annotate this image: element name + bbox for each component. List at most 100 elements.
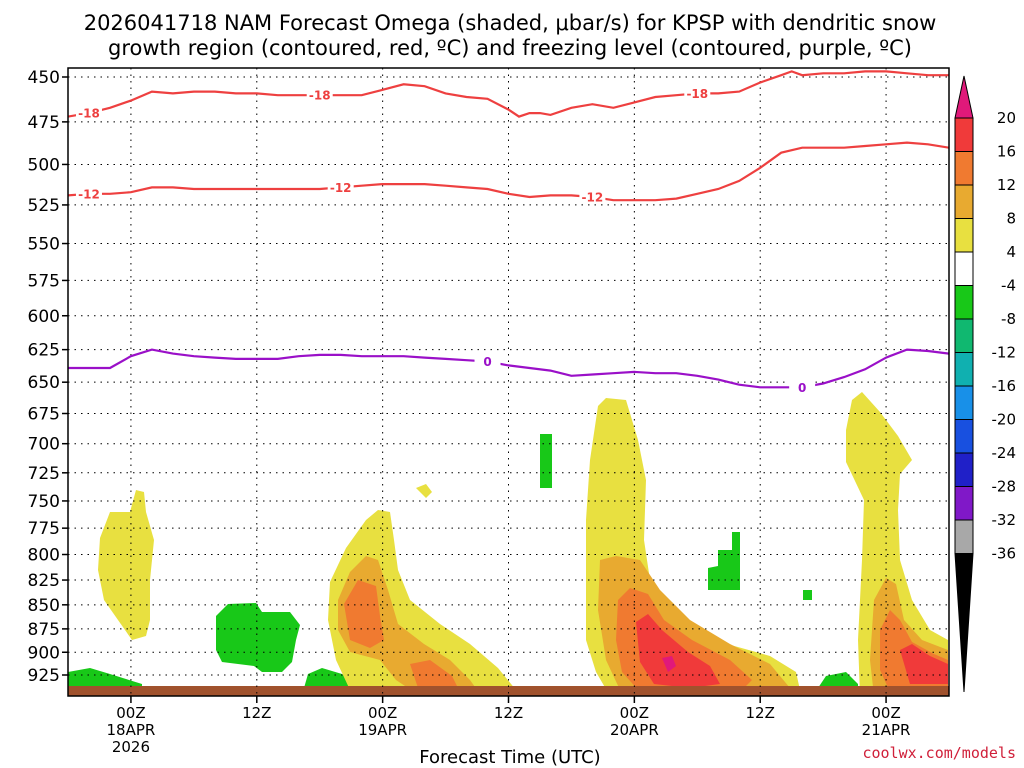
colorbar-label: -16 (992, 377, 1017, 395)
colorbar: 20 16 12 8 4 -4 -8 -12 -16 -20 -24 -28 -32 -36 (954, 75, 1017, 693)
x-tick-label: 00Z (368, 704, 397, 722)
colorbar-label: 8 (1006, 210, 1016, 228)
y-tick-label: 825 (28, 571, 60, 591)
ground-surface (68, 686, 949, 696)
omega-green-blob (803, 590, 812, 600)
y-tick-label: 700 (28, 435, 60, 455)
colorbar-label: -8 (1001, 310, 1016, 328)
omega-yellow-region (98, 490, 154, 640)
contour-label-bg (684, 86, 711, 101)
colorbar-band (954, 218, 974, 253)
omega-yellow-region (416, 484, 432, 498)
grid-lines (68, 68, 949, 696)
colorbar-band (954, 352, 974, 387)
contour-line (68, 70, 949, 118)
colorbar-label: 16 (997, 143, 1016, 161)
y-tick-label: 675 (28, 405, 60, 425)
contour-label: -12 (330, 181, 352, 195)
colorbar-label: 4 (1006, 243, 1016, 261)
contour-label: -12 (78, 187, 100, 201)
omega-yellow-region (846, 392, 948, 696)
colorbar-label: -20 (992, 411, 1017, 429)
y-tick-label: 875 (28, 620, 60, 640)
colorbar-band (954, 184, 974, 219)
y-tick-label: 625 (28, 341, 60, 361)
y-tick-label: 850 (28, 596, 60, 616)
y-tick-label: 525 (28, 196, 60, 216)
x-axis-label: Forecast Time (UTC) (419, 747, 600, 768)
colorbar-band (954, 318, 974, 353)
colorbar-band (954, 452, 974, 487)
plot-frame (67, 67, 950, 697)
y-tick-label: 500 (28, 155, 60, 175)
contour-label-bg (306, 88, 333, 103)
colorbar-band (954, 519, 974, 554)
y-tick-label: 475 (28, 113, 60, 133)
y-tick-label: 575 (28, 271, 60, 291)
omega-red-region (900, 644, 948, 684)
omega-magenta-region (662, 656, 676, 672)
contour-label-bg (75, 106, 102, 121)
contour-label-bg (579, 189, 606, 204)
x-tick-date: 19APR (358, 721, 407, 739)
contour-label-bg (75, 186, 102, 201)
colorbar-label: -32 (992, 511, 1017, 529)
y-tick-label: 650 (28, 373, 60, 393)
y-tick-label: 900 (28, 643, 60, 663)
colorbar-band (954, 385, 974, 420)
omega-shading (68, 392, 949, 696)
colorbar-label: -28 (992, 478, 1017, 496)
omega-green-blob (216, 603, 300, 672)
colorbar-band (954, 117, 974, 152)
x-tick-label: 00Z (871, 704, 900, 722)
chart-title-line-1: 2026041718 NAM Forecast Omega (shaded, μ… (84, 11, 937, 35)
colorbar-label: -4 (1001, 277, 1016, 295)
omega-green-blob (708, 532, 740, 590)
x-tick-date: 21APR (862, 721, 911, 739)
contour-label: -12 (582, 190, 604, 204)
chart-title-line-2: growth region (contoured, red, ºC) and f… (108, 36, 912, 60)
colorbar-top-arrow (954, 75, 974, 119)
x-tick-date: 20APR (610, 721, 659, 739)
contour-label-bg (789, 380, 816, 395)
contour-label: 0 (483, 355, 491, 369)
colorbar-label: 20 (997, 109, 1016, 127)
y-tick-label: 775 (28, 519, 60, 539)
contour-label: -18 (309, 89, 331, 103)
contour-label: -18 (686, 87, 708, 101)
contour-line (68, 141, 949, 202)
x-tick-label: 12Z (746, 704, 775, 722)
y-tick-label: 450 (28, 68, 60, 88)
colorbar-band (954, 419, 974, 454)
colorbar-label: -24 (992, 444, 1017, 462)
colorbar-band (954, 486, 974, 521)
omega-red-region (354, 596, 368, 620)
x-tick-label: 00Z (620, 704, 649, 722)
colorbar-label: -36 (992, 545, 1017, 563)
y-tick-label: 550 (28, 235, 60, 255)
x-tick-label: 12Z (494, 704, 523, 722)
x-tick-date: 18APR (107, 721, 156, 739)
y-tick-label: 725 (28, 464, 60, 484)
omega-orange-region (410, 660, 460, 694)
contour-label: -18 (78, 107, 100, 121)
omega-red-region (636, 614, 720, 688)
y-tick-label: 800 (28, 546, 60, 566)
x-tick-label: 00Z (116, 704, 145, 722)
credit-text: coolwx.com/models (862, 744, 1016, 762)
contour-label-bg (474, 354, 501, 369)
colorbar-label: -12 (992, 344, 1017, 362)
colorbar-label: 12 (997, 176, 1016, 194)
contour-label: 0 (798, 381, 806, 395)
y-tick-label: 750 (28, 492, 60, 512)
x-tick-label: 12Z (242, 704, 271, 722)
y-tick-label: 925 (28, 666, 60, 686)
colorbar-band (954, 285, 974, 320)
contour-label-bg (327, 180, 354, 195)
omega-green-blob (540, 434, 552, 488)
y-tick-label: 600 (28, 307, 60, 327)
colorbar-bottom-arrow (954, 553, 974, 693)
colorbar-band (954, 251, 974, 286)
